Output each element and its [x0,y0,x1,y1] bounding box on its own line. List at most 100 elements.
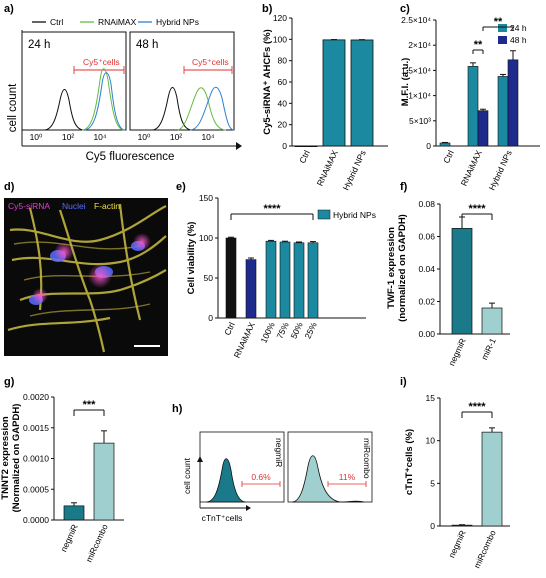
histogram-mircombo [291,455,365,503]
panel-label-b: b) [262,3,273,15]
y-tick-label-c: 2.5×10⁴ [401,15,431,25]
panel-h-ylabel: cell count [182,457,192,494]
y-tick-label-f: 0.00 [418,329,435,339]
y-tick-label-b: 100 [273,34,287,44]
x-tick-label-e: 25% [303,320,319,340]
percent-mircombo: 11% [339,472,356,482]
legend-label-c-1: 48 h [510,35,527,45]
histogram-frame-48h [129,31,235,131]
y-tick-label-g: 0.0020 [23,392,49,402]
y-tick-label-b: 80 [278,56,288,66]
y-tick-label-f: 0.02 [418,297,435,307]
y-tick-label-b: 20 [278,120,288,130]
bar-g-1 [93,442,115,521]
legend-swatch-c-0 [498,24,507,32]
y-tick-label-c: 1.5×10⁴ [401,65,431,75]
y-tick-label-e: 100 [199,233,213,243]
chart-i: 0 5 10 15 negmiR miRcombo **** cTnT⁺cells (%) [404,393,510,570]
significance-stars-i: **** [468,401,486,413]
x-tick-label-f: miR-1 [479,336,498,361]
significance-stars-f: **** [468,203,486,215]
panel-label-d: d) [4,181,15,193]
panel-label-e: e) [176,181,186,193]
y-tick-label-e: 0 [208,313,213,323]
x-tick-label-g: miRcombo [84,522,110,563]
label-cy5-sirna: Cy5-siRNA [8,201,50,211]
y-tick-label-f: 0.06 [418,232,435,242]
cy5-signal-1 [54,242,74,262]
x-tick-label-i: miRcombo [472,528,498,569]
bar-c-2-0 [497,76,509,147]
x-tick-label-c: RNAiMAX [459,148,484,187]
panel-label-c: c) [400,3,410,15]
sample-negmir: negmiR [274,438,284,467]
x-tick-label-b: Hybrid NPs [341,149,368,192]
y-tick-label-g: 0.0000 [23,515,49,525]
panel-h-xlabel: cTnT⁺cells [202,513,243,523]
y-tick-label-i: 0 [430,521,435,531]
y-tick-label-g: 0.0010 [23,454,49,464]
y-tick-label-i: 10 [426,436,436,446]
x-tick-label-e: Ctrl [222,321,237,337]
panel-d-micrograph: Cy5-siRNA Nuclei F-actin [4,198,168,356]
histogram-negmir [205,458,247,503]
panel-label-g: g) [4,376,15,388]
tick-a-3: 10⁴ [93,132,106,142]
y-tick-label-c: 0 [426,141,431,151]
histogram-frame-negmir [199,431,285,503]
gate-label-24h: Cy5⁺cells [83,57,120,67]
y-tick-label-e: 150 [199,193,213,203]
y-axis-title-b: Cy5-siRNA⁺ AHCFs (%) [262,29,273,134]
x-tick-label-c: Hybrid NPs [487,149,514,192]
y-tick-label-b: 40 [278,98,288,108]
panel-label-i: i) [400,376,407,388]
histogram-ctrl-48h [151,87,193,131]
y-tick-label-g: 0.0005 [23,484,49,494]
panel-a-flow-histograms: Ctrl RNAiMAX Hybrid NPs cell count 24 h … [7,17,242,163]
histogram-ctrl-24h [43,89,85,131]
panel-a-xlabel: Cy5 fluorescence [86,151,175,163]
y-axis-title-i: cTnT⁺cells (%) [404,429,415,495]
y-axis-title-f: TWF-1 expression [386,227,397,309]
legend-label-c-0: 24 h [510,23,527,33]
legend-swatch-e [317,209,331,220]
y-tick-label-b: 0 [282,141,287,151]
legend-ctrl: Ctrl [50,17,63,27]
panel-label-f: f) [400,181,408,193]
sample-mircombo: miRcombo [362,438,372,479]
label-nuclei: Nuclei [62,201,86,211]
legend-hybrid-nps: Hybrid NPs [156,17,199,27]
bar-b-2 [350,39,374,147]
y-tick-label-g: 0.0015 [23,423,49,433]
percent-negmir: 0.6% [251,472,271,482]
bar-g-0 [63,505,85,521]
tick-a-2: 10² [62,132,74,142]
chart-g: 0.0000 0.0005 0.0010 0.0015 0.0020 negmiR miRc… [0,392,124,564]
panel-label-a: a) [4,3,14,15]
x-tick-label-b: RNAiMAX [315,148,340,187]
chart-c: 0 5×10³ 1×10⁴ 1.5×10⁴ 2×10⁴ 2.5×10⁴ Ctrl RNAiMA… [400,15,540,192]
bar-c-0-0 [439,142,451,147]
x-tick-label-i: negmiR [446,529,467,560]
x-tick-label-e: 50% [289,320,305,340]
bar-f-0 [451,228,473,335]
actin-fibers [7,203,167,353]
bar-e-0 [225,237,237,319]
bar-c-1-0 [467,66,479,147]
significance-stars-c-1: ** [474,39,483,51]
x-tick-label-e: 100% [259,320,277,344]
bar-e-2 [265,240,277,319]
significance-stars-g: *** [83,399,97,411]
y-axis-title-g: TNNT2 expression [0,416,11,500]
histogram-frame-mircombo [287,431,373,503]
y-tick-label-f: 0.08 [418,199,435,209]
bar-c-1-1 [477,110,489,147]
bar-e-1 [245,259,257,319]
y-tick-label-i: 5 [430,478,435,488]
x-tick-label-g: negmiR [58,523,79,554]
bar-f-1 [481,307,503,335]
time-label-24h: 24 h [28,39,50,51]
y-tick-label-c: 1×10⁴ [408,91,431,101]
y-tick-label-b: 60 [278,77,288,87]
